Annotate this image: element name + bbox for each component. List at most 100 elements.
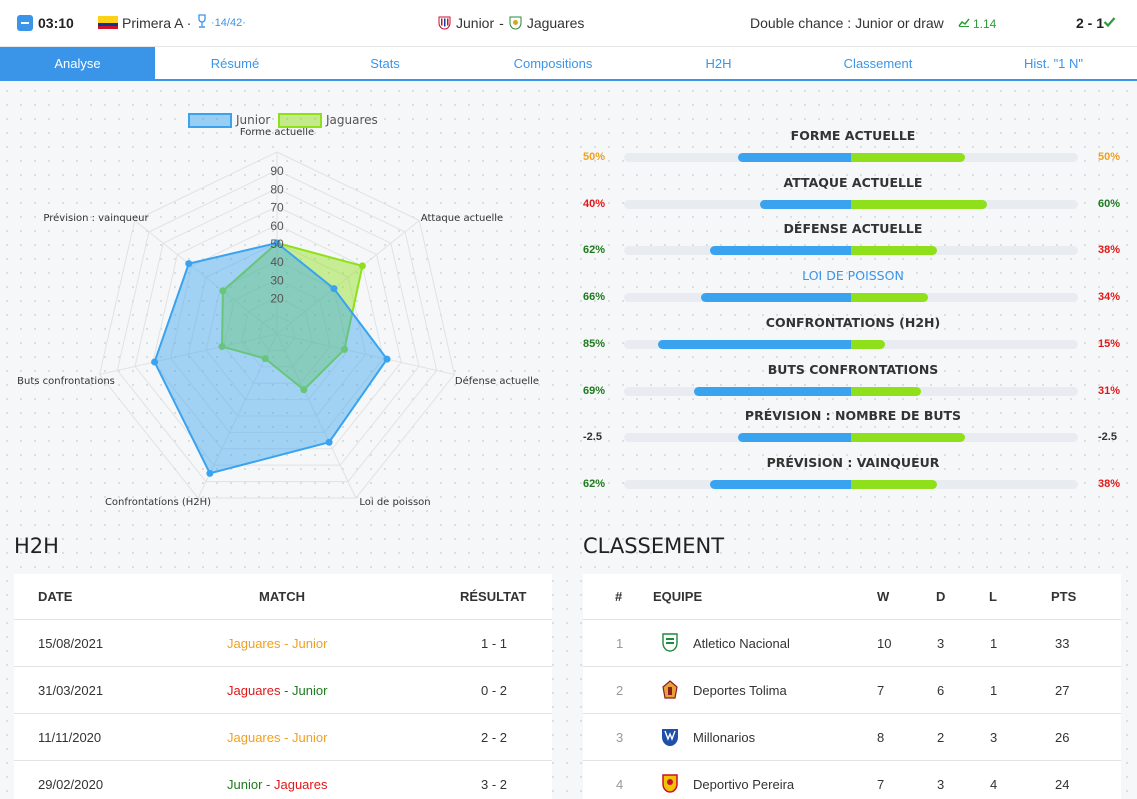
standings-row[interactable]: 3 Millonarios 8 2 3 26 — [583, 714, 1121, 761]
h2h-separator: - — [262, 777, 274, 792]
h2h-match[interactable]: Jaguares - Junior — [227, 730, 327, 745]
stat-away-bar — [851, 246, 938, 256]
radar-grid-ring — [205, 260, 349, 401]
classement-table-header: # EQUIPE W D L PTS — [583, 574, 1121, 620]
stat-bar-track — [624, 153, 1078, 162]
standings-rank: 1 — [616, 636, 624, 651]
stat-away-value: 38% — [1098, 477, 1121, 490]
h2h-title: H2H — [14, 534, 59, 558]
stat-title: LOI DE POISSON — [802, 268, 904, 284]
h2h-home-team: Jaguares — [227, 730, 281, 745]
check-icon — [1103, 17, 1116, 28]
standings-team[interactable]: Atletico Nacional — [693, 636, 790, 651]
match-header: 03:10 Primera A · ·14/42· Junior - Jagua… — [0, 0, 1137, 47]
h2h-away-team: Jaguares — [273, 777, 328, 792]
h2h-row[interactable]: 11/11/2020 Jaguares - Junior 2 - 2 — [14, 714, 552, 761]
h2h-match[interactable]: Junior - Jaguares — [227, 777, 327, 792]
league-name[interactable]: Primera A · — [122, 15, 192, 31]
radar-grid-ring — [169, 224, 385, 433]
team-crest-icon — [661, 680, 679, 700]
stat-home-bar — [737, 433, 851, 443]
standings-draws: 3 — [937, 636, 945, 651]
standings-row[interactable]: 2 Deportes Tolima 7 6 1 27 — [583, 667, 1121, 714]
radar-grid-ring — [187, 242, 367, 417]
standings-rank: 4 — [616, 777, 624, 792]
stat-bar-track — [624, 246, 1078, 256]
stat-bar-track — [624, 199, 1078, 209]
standings-losses: 1 — [990, 683, 998, 698]
tab-hist-1n[interactable]: Hist. "1 N" — [1023, 56, 1084, 71]
tab-h2h[interactable]: H2H — [705, 56, 732, 71]
standings-wins: 7 — [877, 683, 885, 698]
col-team: EQUIPE — [653, 589, 703, 604]
stat-away-value: 50% — [1098, 151, 1121, 163]
stat-bar-track — [624, 479, 1078, 489]
stat-away-bar — [851, 433, 965, 443]
standings-wins: 10 — [877, 636, 892, 651]
h2h-away-team: Junior — [292, 636, 328, 651]
stat-away-value: 34% — [1098, 291, 1121, 304]
radar-chart: 20 30 40 50 60 70 80 90 Forme actuelle Attaque ac… — [17, 113, 539, 508]
jaguares-crest-icon — [509, 16, 522, 30]
stat-home-value: 50% — [583, 151, 606, 163]
h2h-row[interactable]: 15/08/2021 Jaguares - Junior 1 - 1 — [14, 620, 552, 667]
radar-spoke — [276, 220, 420, 335]
h2h-match[interactable]: Jaguares - Junior — [227, 683, 327, 698]
h2h-away-team: Junior — [292, 683, 328, 698]
tab-stats[interactable]: Stats — [370, 56, 400, 71]
away-team-name[interactable]: Jaguares — [526, 15, 585, 31]
standings-row[interactable]: 1 Atletico Nacional 10 3 1 33 — [583, 620, 1121, 667]
stat-home-value: 85% — [583, 337, 606, 350]
collapse-button[interactable] — [17, 15, 33, 31]
h2h-row[interactable]: 29/02/2020 Junior - Jaguares 3 - 2 — [14, 761, 552, 799]
radar-point — [206, 469, 214, 477]
legend-swatch-junior — [188, 113, 232, 128]
radar-spoke — [276, 333, 357, 499]
h2h-date: 11/11/2020 — [38, 730, 102, 745]
radar-spoke — [276, 333, 455, 375]
stat-away-value: 38% — [1098, 244, 1121, 257]
stat-away-bar — [851, 153, 965, 162]
radar-tick-label: 60 — [270, 219, 284, 233]
standings-rank: 2 — [616, 683, 624, 698]
tab-classement[interactable]: Classement — [843, 56, 913, 71]
stat-home-bar — [710, 479, 851, 489]
standings-team[interactable]: Deportes Tolima — [693, 683, 787, 698]
stat-bar-track — [624, 433, 1078, 443]
round-indicator: ·14/42· — [211, 17, 246, 29]
h2h-date: 15/08/2021 — [38, 636, 104, 651]
junior-crest-icon — [438, 16, 451, 30]
radar-point — [261, 355, 269, 363]
stat-home-bar — [710, 246, 851, 256]
radar-axis-label: Confrontations (H2H) — [105, 497, 211, 508]
radar-point — [218, 343, 226, 351]
h2h-match[interactable]: Jaguares - Junior — [227, 636, 327, 651]
radar-point — [383, 355, 391, 363]
trend-up-icon — [958, 18, 970, 27]
h2h-table: DATE MATCH RÉSULTAT 15/08/2021 Jaguares -… — [14, 574, 552, 799]
stat-home-bar — [760, 199, 851, 209]
radar-point — [151, 358, 159, 366]
stat-title: FORME ACTUELLE — [790, 128, 916, 143]
radar-grid-ring — [152, 206, 402, 450]
tab-resume[interactable]: Résumé — [210, 56, 260, 71]
h2h-result: 3 - 2 — [481, 777, 508, 792]
tab-compositions[interactable]: Compositions — [513, 56, 593, 71]
tab-analyse[interactable]: Analyse — [0, 47, 155, 79]
double-chance-prediction: Double chance : Junior or draw — [750, 15, 944, 31]
h2h-home-team: Junior — [227, 777, 263, 792]
col-match: MATCH — [259, 589, 305, 604]
radar-series-junior — [153, 241, 389, 475]
h2h-row[interactable]: 31/03/2021 Jaguares - Junior 0 - 2 — [14, 667, 552, 714]
legend-label: Junior — [235, 113, 270, 127]
radar-tick-label: 50 — [270, 237, 284, 251]
standings-rank: 3 — [616, 730, 624, 745]
standings-row[interactable]: 4 Deportivo Pereira 7 3 4 24 — [583, 761, 1121, 799]
standings-team[interactable]: Deportivo Pereira — [693, 777, 795, 792]
stat-home-bar — [701, 293, 851, 303]
stat-home-value: 69% — [583, 384, 606, 397]
radar-tick-label: 70 — [270, 201, 284, 215]
standings-team[interactable]: Millonarios — [693, 730, 756, 745]
stat-title: ATTAQUE ACTUELLE — [783, 174, 923, 190]
home-team-name[interactable]: Junior — [456, 15, 495, 31]
